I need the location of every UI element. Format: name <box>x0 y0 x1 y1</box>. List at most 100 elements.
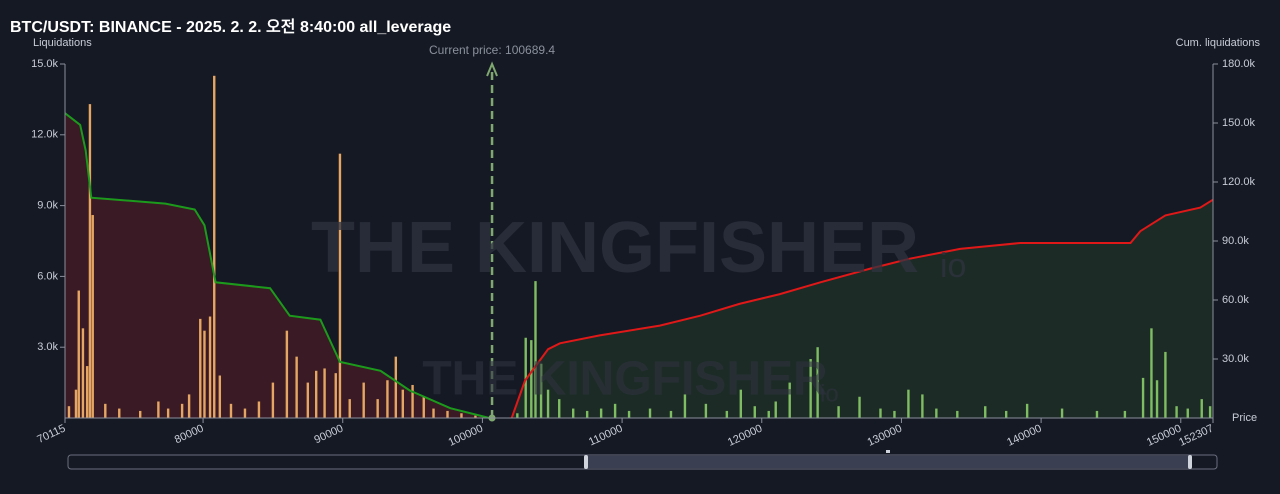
bar <box>315 370 318 418</box>
bar <box>460 413 463 418</box>
bar <box>767 410 770 418</box>
bar <box>669 410 673 418</box>
bar <box>907 389 910 418</box>
bar <box>285 330 289 418</box>
bar <box>599 408 603 418</box>
bar <box>530 340 533 418</box>
y2-tick-label: 120.0k <box>1222 176 1256 188</box>
annotation: Current price: 100689.4 <box>429 43 555 57</box>
bar <box>67 406 71 418</box>
bar <box>348 399 351 418</box>
bar <box>809 359 812 418</box>
bar <box>704 403 708 418</box>
bar <box>187 394 191 418</box>
bar <box>788 382 791 418</box>
bar <box>816 347 819 418</box>
bar <box>1164 351 1167 418</box>
bar <box>306 382 310 418</box>
bar <box>376 399 379 418</box>
bar <box>683 394 687 418</box>
scrollbar[interactable] <box>67 450 1218 470</box>
scroll-handle[interactable] <box>1188 455 1192 469</box>
bar <box>546 389 550 418</box>
bar <box>893 410 896 418</box>
scroll-window[interactable] <box>586 456 1190 468</box>
bar <box>166 408 170 418</box>
bar <box>1025 403 1029 418</box>
bar <box>338 153 342 418</box>
bar <box>1123 410 1127 418</box>
marks: Current price: 100689.4 <box>64 43 1214 422</box>
bar <box>243 408 247 418</box>
y2-axis-label: Cum. liquidations <box>1176 37 1261 49</box>
bar <box>1200 399 1203 418</box>
bar <box>725 410 729 418</box>
bar <box>585 410 589 418</box>
bar <box>203 330 206 418</box>
bar <box>432 408 435 418</box>
bar <box>257 401 261 418</box>
area <box>511 199 1213 418</box>
bar <box>394 356 398 418</box>
bar <box>1004 410 1008 418</box>
y2-tick-label: 30.0k <box>1222 353 1249 365</box>
bar <box>139 410 142 418</box>
bar <box>446 410 449 418</box>
bar <box>401 389 404 418</box>
bar <box>1208 406 1212 418</box>
bar <box>218 375 222 418</box>
bar <box>1060 408 1064 418</box>
bar <box>334 373 337 418</box>
area <box>65 113 490 418</box>
bar <box>921 394 924 418</box>
bar <box>739 389 743 418</box>
bar <box>524 337 527 418</box>
bar <box>1186 408 1189 418</box>
bar <box>627 410 631 418</box>
y-tick-label: 9.0k <box>37 200 58 212</box>
bar <box>1095 410 1099 418</box>
bar <box>91 215 94 418</box>
scroll-handle[interactable] <box>584 455 588 469</box>
y2-tick-label: 90.0k <box>1222 235 1249 247</box>
bar <box>1150 328 1153 418</box>
bar <box>295 356 298 418</box>
bar <box>118 408 121 418</box>
bar <box>199 318 202 418</box>
bar <box>422 396 425 418</box>
bar <box>474 415 477 418</box>
bar <box>648 408 652 418</box>
bar <box>534 281 537 418</box>
bar <box>74 389 78 418</box>
scroll-grip[interactable] <box>886 450 890 453</box>
bar <box>386 380 389 418</box>
bar <box>180 403 184 418</box>
bar <box>1175 406 1178 418</box>
cumulative-line <box>510 198 1214 419</box>
areas <box>65 113 1213 418</box>
bar <box>411 384 414 418</box>
watermark-suffix: io <box>820 380 839 407</box>
bar <box>837 406 840 418</box>
bar <box>1155 380 1159 418</box>
bar <box>104 403 107 418</box>
bar <box>956 410 959 418</box>
watermark-text: THE KINGFISHER <box>311 208 919 288</box>
bar <box>271 382 275 418</box>
bar <box>572 408 575 418</box>
bar <box>85 366 89 418</box>
bar <box>558 399 561 418</box>
bar <box>362 382 365 418</box>
x-axis-label: Price <box>1232 412 1257 424</box>
y-tick-label: 12.0k <box>31 129 58 141</box>
bar <box>77 290 80 418</box>
bar <box>229 403 233 418</box>
bar <box>323 368 326 418</box>
bar <box>613 403 617 418</box>
cumulative-line <box>64 112 490 419</box>
y-tick-label: 3.0k <box>37 341 58 353</box>
bar <box>516 413 519 418</box>
bar <box>858 396 861 418</box>
bar <box>539 363 543 418</box>
bar <box>81 328 85 418</box>
